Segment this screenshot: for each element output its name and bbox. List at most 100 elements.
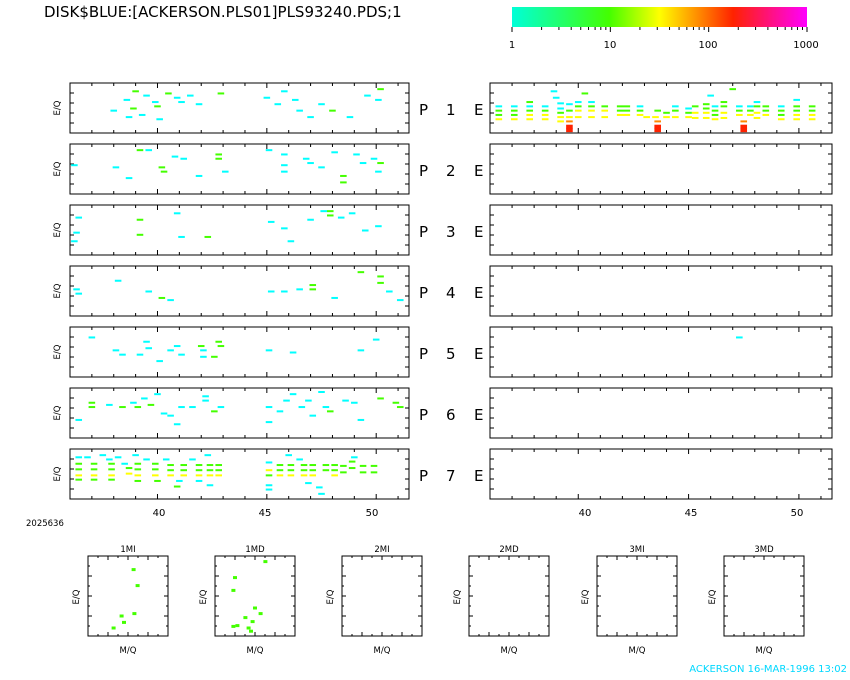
- data-segment: [357, 349, 365, 352]
- small-panel-frame: [341, 555, 423, 637]
- small-panel-xlabel: M/Q: [501, 646, 518, 656]
- data-segment: [145, 149, 153, 152]
- data-segment: [195, 103, 203, 106]
- data-segment: [206, 464, 214, 467]
- data-segment: [195, 174, 203, 177]
- left-panel-4: [69, 265, 410, 317]
- data-segment: [106, 403, 113, 406]
- data-segment: [377, 397, 384, 400]
- data-segment: [134, 468, 142, 471]
- data-segment: [740, 128, 748, 133]
- right-panel-5: [489, 326, 833, 378]
- data-segment: [616, 113, 624, 116]
- data-segment: [510, 118, 518, 121]
- data-segment: [160, 170, 168, 173]
- small-panel-1MD: [214, 555, 296, 637]
- data-segment: [526, 109, 534, 112]
- data-segment: [318, 103, 325, 106]
- data-segment: [348, 460, 356, 463]
- data-segment: [134, 462, 142, 465]
- row-label-3: P 3 E: [419, 223, 483, 241]
- data-segment: [71, 164, 78, 167]
- data-segment: [574, 105, 582, 108]
- data-segment: [123, 98, 131, 101]
- data-segment: [702, 103, 710, 106]
- colorbar-gradient: [512, 7, 807, 27]
- small-panel-frame: [87, 555, 169, 637]
- data-segment: [574, 109, 582, 112]
- data-segment: [307, 218, 314, 221]
- data-segment: [654, 120, 661, 123]
- data-segment: [281, 170, 288, 173]
- data-segment: [309, 414, 317, 417]
- data-segment: [152, 462, 159, 465]
- data-segment: [808, 113, 816, 116]
- data-segment: [143, 458, 150, 461]
- data-segment: [90, 478, 98, 481]
- colorbar-label-100: 100: [698, 40, 717, 51]
- data-segment: [134, 479, 142, 482]
- data-segment: [307, 116, 314, 119]
- data-segment: [777, 118, 785, 121]
- small-panel-ylabel: E/Q: [326, 589, 336, 604]
- data-segment: [616, 109, 624, 112]
- data-segment: [156, 360, 163, 363]
- data-segment: [274, 103, 282, 106]
- data-segment: [541, 109, 549, 112]
- row-label-num: 4: [446, 284, 456, 302]
- data-segment: [167, 474, 174, 477]
- data-segment: [377, 162, 384, 165]
- data-segment: [180, 469, 188, 472]
- data-segment: [753, 105, 761, 108]
- data-segment: [702, 116, 710, 119]
- data-segment: [289, 351, 297, 354]
- left-panel-column: [69, 82, 410, 500]
- small-panel-title: 2MD: [499, 545, 519, 555]
- data-segment: [753, 116, 761, 119]
- small-panel-title: 1MD: [245, 545, 265, 555]
- data-segment: [702, 111, 710, 114]
- data-segment: [566, 109, 573, 112]
- colorbar-label-1000: 1000: [793, 40, 818, 51]
- small-panel-title: 2MI: [374, 545, 389, 555]
- row-labels: P 1 E P 2 E P 3 E P 4 E P 5 E P 6 E: [419, 101, 483, 485]
- data-segment: [808, 118, 816, 121]
- data-segment: [305, 399, 312, 402]
- data-segment: [75, 478, 83, 481]
- data-segment: [130, 107, 137, 110]
- data-segment: [377, 88, 384, 91]
- data-segment: [331, 151, 338, 154]
- data-segment: [162, 458, 170, 461]
- data-segment: [566, 103, 573, 106]
- data-segment: [302, 157, 310, 160]
- small-panel-ylabel: E/Q: [581, 589, 591, 604]
- data-segment: [305, 482, 312, 485]
- data-segment: [342, 399, 349, 402]
- data-segment: [643, 116, 650, 119]
- row-label-e: E: [474, 101, 483, 119]
- data-segment: [309, 469, 317, 472]
- data-segment: [134, 406, 142, 409]
- small-panel-2MD: [468, 555, 550, 637]
- data-segment: [326, 210, 334, 213]
- data-point: [235, 624, 240, 628]
- data-segment: [375, 170, 382, 173]
- data-segment: [552, 96, 560, 99]
- data-segment: [276, 410, 284, 413]
- data-segment: [322, 406, 330, 409]
- data-segment: [793, 105, 801, 108]
- data-segment: [753, 101, 761, 104]
- data-segment: [125, 177, 133, 180]
- data-segment: [206, 484, 214, 487]
- data-segment: [320, 210, 327, 213]
- data-segment: [777, 105, 785, 108]
- data-segment: [588, 101, 595, 104]
- row-label-num: 3: [446, 223, 456, 241]
- data-segment: [601, 105, 609, 108]
- data-segment: [285, 454, 292, 457]
- data-segment: [206, 474, 214, 477]
- data-segment: [197, 345, 205, 348]
- data-segment: [75, 292, 83, 295]
- data-segment: [173, 345, 181, 348]
- data-segment: [167, 469, 174, 472]
